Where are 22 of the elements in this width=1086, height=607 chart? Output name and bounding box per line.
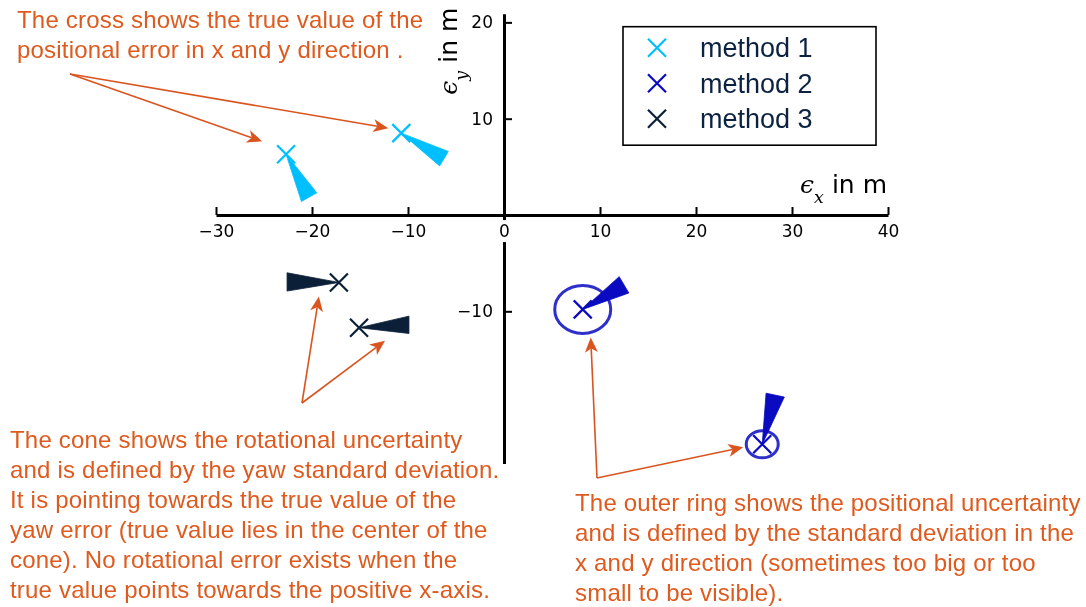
legend-label: method 1 <box>700 33 813 64</box>
point <box>275 144 297 165</box>
point <box>328 272 349 293</box>
x-tick-label: −20 <box>294 221 331 242</box>
x-tick-label: −30 <box>198 221 235 242</box>
annotation: The cross shows the true value of the positional error in x and y direction . <box>17 4 424 65</box>
x-tick-label: 30 <box>781 221 804 242</box>
x-axis-title: ϵ$_{x}$ in m <box>800 170 887 207</box>
x-tick-label: 10 <box>589 221 612 242</box>
text: The outer ring shows the positional uncertainty and is defined by the standard deviation in the x and y direction (sometimes too big or too small to be visible). <box>575 488 1081 607</box>
legend-label: method 3 <box>700 104 813 135</box>
x-tick-label: 20 <box>685 221 708 242</box>
x-tick-label: 40 <box>877 221 900 242</box>
legend-label: method 2 <box>700 68 813 99</box>
x-tick-label: 0 <box>499 221 510 242</box>
y-tick-label: 10 <box>471 108 493 129</box>
annotation: The cone shows the rotational uncertainty and is defined by the yaw standard deviation. It is pointing towards the true value of the yaw error (true value lies in the center of the cone). No rotational error exists when the true value points towards the positive x-axis. <box>10 425 500 605</box>
y-tick-label: −10 <box>457 301 493 322</box>
x-tick-label: −10 <box>390 221 427 242</box>
point <box>348 317 370 338</box>
point <box>391 123 412 144</box>
y-tick-label: 20 <box>471 12 493 33</box>
